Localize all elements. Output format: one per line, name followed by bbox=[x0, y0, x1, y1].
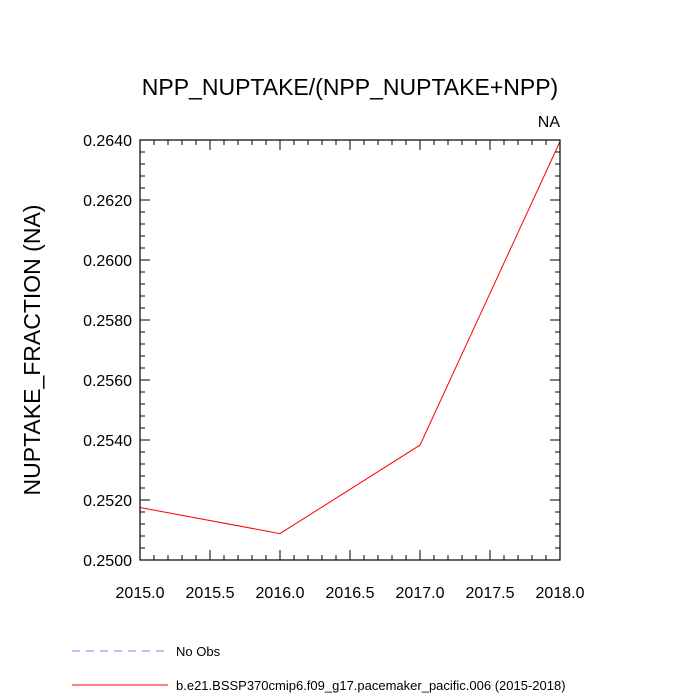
y-tick-label: 0.2500 bbox=[83, 553, 132, 570]
x-tick-label: 2018.0 bbox=[536, 585, 585, 602]
legend-label-1: b.e21.BSSP370cmip6.f09_g17.pacemaker_pac… bbox=[176, 678, 566, 693]
series-line-1 bbox=[139, 141, 561, 535]
x-tick-label: 2016.5 bbox=[326, 585, 375, 602]
y-tick-label: 0.2580 bbox=[83, 313, 132, 330]
y-tick-label: 0.2540 bbox=[83, 433, 132, 450]
y-tick-label: 0.2560 bbox=[83, 373, 132, 390]
chart-title: NPP_NUPTAKE/(NPP_NUPTAKE+NPP) bbox=[142, 74, 558, 100]
x-tick-label: 2017.5 bbox=[466, 585, 515, 602]
x-tick-label: 2015.0 bbox=[116, 585, 165, 602]
y-tick-label: 0.2640 bbox=[83, 133, 132, 150]
corner-label: NA bbox=[538, 114, 561, 131]
y-tick-label: 0.2520 bbox=[83, 493, 132, 510]
y-tick-label: 0.2600 bbox=[83, 253, 132, 270]
tick-labels: 2015.0 2015.5 2016.0 2016.5 2017.0 2017.5 2018… bbox=[83, 133, 585, 602]
x-tick-label: 2017.0 bbox=[396, 585, 445, 602]
plot-frame bbox=[139, 139, 561, 561]
y-tick-label: 0.2620 bbox=[83, 193, 132, 210]
x-tick-label: 2016.0 bbox=[256, 585, 305, 602]
series-layer bbox=[139, 141, 561, 535]
y-axis-label: NUPTAKE_FRACTION (NA) bbox=[19, 205, 45, 496]
x-tick-label: 2015.5 bbox=[186, 585, 235, 602]
legend: No Obs b.e21.BSSP370cmip6.f09_g17.pacemak… bbox=[72, 644, 566, 693]
legend-label-0: No Obs bbox=[176, 644, 221, 659]
ticks bbox=[139, 139, 561, 561]
